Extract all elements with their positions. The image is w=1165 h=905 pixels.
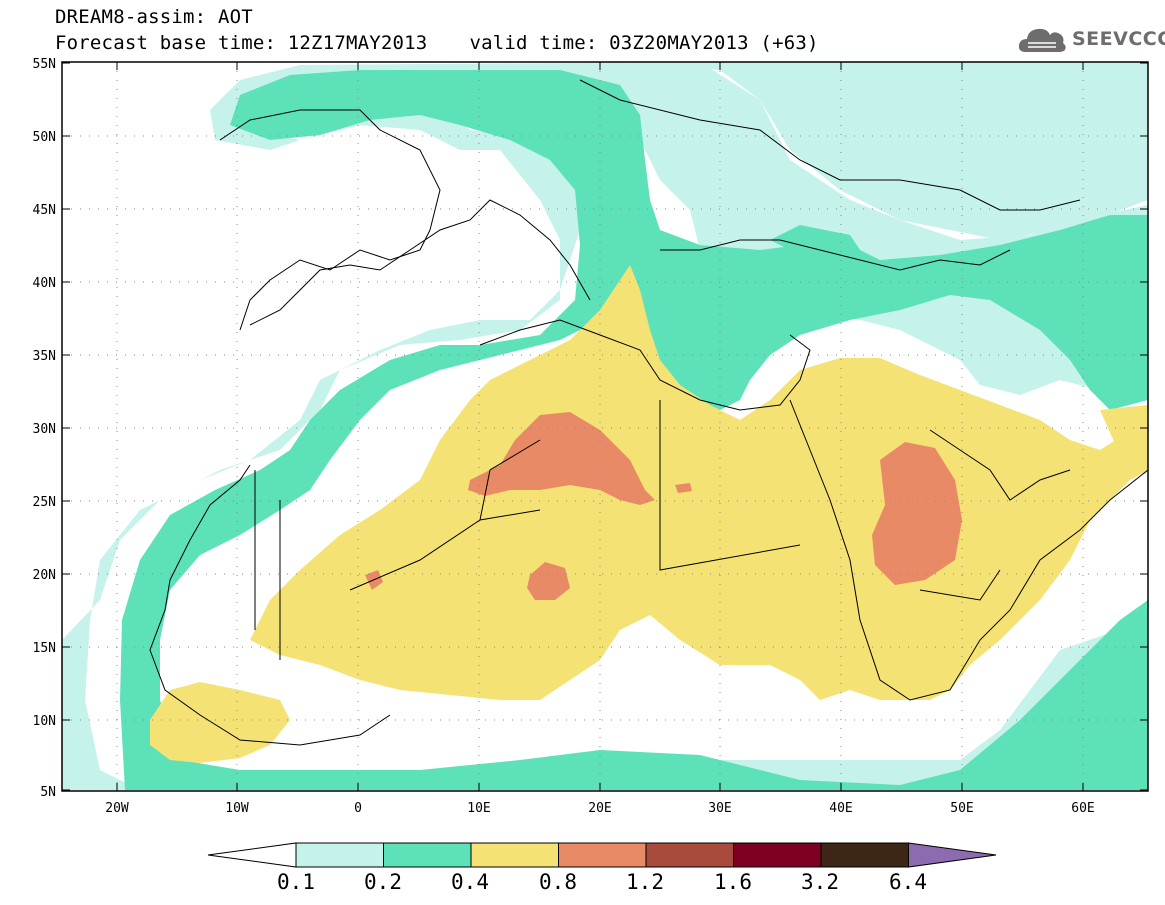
lon-label: 60E — [1071, 801, 1094, 816]
map-title: DREAM8-assim: AOT — [55, 6, 253, 28]
colorbar-swatch — [470, 842, 559, 868]
colorbar-labels: 0.1 0.2 0.4 0.8 1.2 1.6 3.2 6.4 — [0, 870, 1165, 900]
lat-label: 35N — [33, 349, 56, 364]
lat-label: 45N — [33, 203, 56, 218]
lat-label: 50N — [33, 130, 56, 145]
lon-label: 20W — [105, 801, 129, 816]
cloud-icon — [1018, 28, 1066, 52]
colorbar-swatch — [820, 842, 909, 868]
valid-time: valid time: 03Z20MAY2013 (+63) — [469, 32, 819, 54]
colorbar-swatch — [383, 842, 472, 868]
colorbar-swatch — [733, 842, 822, 868]
lon-label: 10E — [467, 801, 490, 816]
lon-label: 40E — [829, 801, 852, 816]
tick-marks — [62, 62, 1148, 791]
longitude-labels: 20W 10W 0 10E 20E 30E 40E 50E 60E — [105, 801, 1094, 816]
colorbar-label: 6.4 — [889, 870, 927, 894]
contour-0.4 — [150, 265, 1148, 763]
colorbar-swatch — [295, 842, 384, 868]
colorbar-swatch — [645, 842, 734, 868]
contour-0.2 — [120, 70, 1148, 790]
lon-label: 20E — [588, 801, 611, 816]
lat-label: 5N — [40, 785, 56, 800]
lat-label: 20N — [33, 568, 56, 583]
lat-label: 25N — [33, 495, 56, 510]
lon-label: 30E — [708, 801, 731, 816]
colorbar-label: 1.6 — [714, 870, 752, 894]
colorbar-label: 0.2 — [364, 870, 402, 894]
lat-label: 55N — [33, 57, 56, 72]
lon-label: 0 — [354, 801, 362, 816]
forecast-base-time: Forecast base time: 12Z17MAY2013 — [55, 32, 428, 54]
colorbar-label: 3.2 — [801, 870, 839, 894]
colorbar — [207, 842, 997, 868]
lat-label: 30N — [33, 422, 56, 437]
seevccc-logo: SEEVCCC — [1016, 22, 1165, 56]
colorbar-label: 0.8 — [539, 870, 577, 894]
lat-label: 10N — [33, 714, 56, 729]
lat-label: 15N — [33, 641, 56, 656]
latitude-labels: 55N 50N 45N 40N 35N 30N 25N 20N 15N 10N … — [33, 57, 56, 800]
contour-0.1 — [62, 62, 1148, 790]
logo-text: SEEVCCC — [1072, 28, 1165, 50]
lat-label: 40N — [33, 276, 56, 291]
colorbar-swatch — [558, 842, 647, 868]
lon-label: 50E — [950, 801, 973, 816]
colorbar-lower-arrow — [207, 842, 297, 868]
colorbar-label: 1.2 — [626, 870, 664, 894]
coastlines — [149, 79, 1148, 746]
colorbar-upper-arrow — [908, 842, 997, 868]
lon-label: 10W — [225, 801, 249, 816]
forecast-time-line: Forecast base time: 12Z17MAY2013 valid ti… — [55, 32, 819, 54]
colorbar-label: 0.4 — [451, 870, 489, 894]
colorbar-label: 0.1 — [277, 870, 315, 894]
aot-contours — [62, 62, 1148, 790]
map-frame — [61, 61, 1149, 792]
